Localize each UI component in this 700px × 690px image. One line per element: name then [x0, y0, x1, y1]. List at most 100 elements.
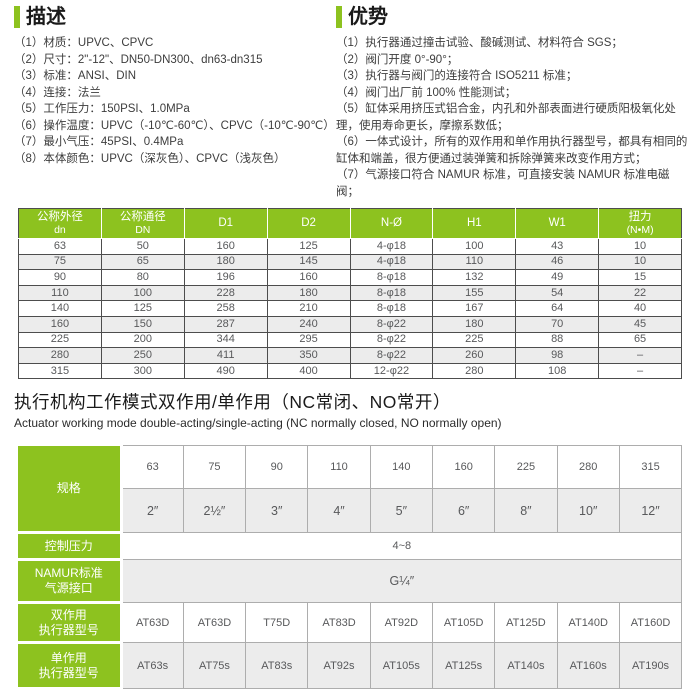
table-cell: 490: [183, 362, 268, 380]
row-header-single-acting: 单作用 执行器型号: [18, 642, 123, 690]
table-row: 315 300 490 400 12-φ22 280 108–: [18, 362, 682, 380]
table-cell: 350: [266, 347, 351, 364]
column-header-n-diameter: N-Ø: [350, 208, 434, 239]
table-cell: 45: [598, 315, 682, 333]
size-inch-cell: 12″: [618, 488, 683, 534]
column-header-DN: 公称通径 DN: [101, 208, 185, 239]
list-item: （6）一体式设计，所有的双作用和单作用执行器型号，都具有相同的缸体和端盖，很方便…: [336, 136, 688, 165]
namur-port-row: NAMUR标准 气源接口 G¼″: [18, 559, 683, 605]
table-cell: 200: [100, 331, 185, 349]
table-cell: 280: [432, 362, 517, 380]
table-cell: 10: [598, 238, 682, 255]
double-acting-model-cell: AT160D: [618, 602, 683, 644]
green-accent-bar: [336, 6, 342, 28]
table-cell: 65: [598, 331, 682, 349]
list-item: （8）本体颜色：UPVC（深灰色）、CPVC（浅灰色）: [14, 152, 286, 165]
list-item: （3）标准：ANSI、DIN: [14, 70, 137, 82]
actuator-table: 规格 63 75 90 110 140 160 225 280 315 2″ 2½″ 3″ 4″ 5″ 6…: [18, 445, 683, 690]
description-list: （1）材质：UPVC、CPVC （2）尺寸：2"-12"、DN50-DN300、d…: [14, 35, 336, 167]
table-cell: 167: [432, 300, 517, 317]
column-header-dn: 公称外径 dn: [18, 208, 102, 239]
double-acting-model-cell: AT140D: [556, 602, 620, 644]
size-inch-cell: 2″: [120, 488, 184, 534]
size-inch-cell: 10″: [556, 488, 620, 534]
table-cell: 287: [183, 315, 268, 333]
row-header-double-acting: 双作用 执行器型号: [18, 602, 123, 645]
column-header-d2: D2: [267, 208, 351, 239]
double-acting-model-cell: AT105D: [431, 602, 496, 644]
table-cell: 196: [183, 269, 268, 286]
single-acting-model-cell: AT63s: [120, 642, 184, 690]
table-cell: 4-φ18: [349, 253, 434, 271]
table-cell: 8-φ18: [349, 300, 434, 317]
table-cell: 411: [183, 347, 268, 364]
table-cell: 90: [18, 269, 102, 286]
row-header-line: 执行器型号: [38, 622, 99, 637]
table-cell: 50: [100, 238, 185, 255]
double-acting-model-cell: T75D: [245, 602, 309, 644]
size-dn-cell: 110: [307, 445, 371, 490]
column-header-line: 公称通径: [119, 211, 166, 223]
advantages-header: 优势: [336, 4, 688, 30]
size-inch-cell: 2½″: [182, 488, 247, 534]
table-cell: 155: [432, 284, 517, 302]
table-cell: 8-φ22: [349, 315, 434, 333]
size-dn-cell: 140: [369, 445, 433, 490]
table-cell: 4-φ18: [349, 238, 434, 255]
column-header-torque: 扭力 (N•M): [598, 208, 682, 239]
table-cell: 22: [598, 284, 682, 302]
column-header-h1: H1: [432, 208, 517, 239]
column-header-line: 公称外径: [36, 211, 83, 223]
column-header-line: dn: [54, 224, 66, 236]
table-cell: 54: [515, 284, 600, 302]
column-header-line: N-Ø: [380, 217, 402, 229]
table-cell: 160: [183, 238, 268, 255]
double-acting-model-cell: AT63D: [120, 602, 184, 644]
table-cell: 125: [266, 238, 351, 255]
dimension-table-body: 63 50 160 125 4-φ18 100 43 10 75 65 180 145 4-φ18 110…: [18, 238, 682, 380]
row-header-line: 双作用: [50, 607, 87, 622]
list-item: （1）执行器通过撞击试验、酸碱测试、材料符合 SGS；: [336, 37, 623, 49]
single-acting-model-cell: AT105s: [369, 642, 433, 690]
list-item: （1）材质：UPVC、CPVC: [14, 37, 154, 49]
double-acting-model-cell: AT83D: [307, 602, 371, 644]
size-inch-cell: 5″: [369, 488, 433, 534]
table-row: 280 250 411 350 8-φ22 260 98–: [18, 347, 682, 364]
column-header-line: D2: [301, 217, 316, 229]
row-header-control-pressure: 控制压力: [18, 532, 123, 562]
column-header-line: 扭力: [628, 211, 652, 223]
green-accent-bar: [14, 6, 20, 28]
table-cell: 15: [598, 269, 682, 286]
table-cell: 100: [100, 284, 185, 302]
column-header-line: DN: [135, 224, 151, 236]
section-title-description: 描述: [26, 6, 66, 28]
single-acting-model-cell: AT125s: [431, 642, 496, 690]
table-row: 160 150 287 240 8-φ22 180 70 45: [18, 315, 682, 333]
table-cell: –: [598, 347, 682, 364]
table-row: 140 125 258 210 8-φ18 167 64 40: [18, 300, 682, 317]
table-cell: 260: [432, 347, 517, 364]
size-dn-cell: 280: [556, 445, 620, 490]
table-cell: 300: [100, 362, 185, 380]
table-cell: 180: [432, 315, 517, 333]
table-row: 110 100 228 180 8-φ18 155 54 22: [18, 284, 682, 302]
size-inch-cell: 3″: [245, 488, 309, 534]
double-acting-model-cell: AT63D: [182, 602, 247, 644]
table-cell: 75: [18, 253, 102, 271]
table-cell: 88: [515, 331, 600, 349]
actuator-heading: 执行机构工作模式双作用/单作用（NC常闭、NO常开） Actuator work…: [14, 392, 686, 431]
table-cell: 110: [432, 253, 517, 271]
table-cell: 10: [598, 253, 682, 271]
single-acting-model-cell: AT190s: [618, 642, 683, 690]
control-pressure-value: 4~8: [120, 532, 683, 561]
row-header-line: 执行器型号: [38, 665, 99, 680]
row-header-line: 单作用: [50, 650, 87, 665]
double-acting-model-row: 双作用 执行器型号 AT63D AT63D T75D AT83D AT92D AT105D…: [18, 602, 683, 645]
table-cell: 240: [266, 315, 351, 333]
table-cell: 180: [266, 284, 351, 302]
list-item: （4）阀门出厂前 100% 性能测试；: [336, 86, 517, 99]
size-dn-row: 规格 63 75 90 110 140 160 225 280 315: [18, 445, 683, 535]
table-cell: 145: [266, 253, 351, 271]
list-item: （4）连接：法兰: [14, 86, 101, 99]
table-cell: 150: [100, 315, 185, 333]
